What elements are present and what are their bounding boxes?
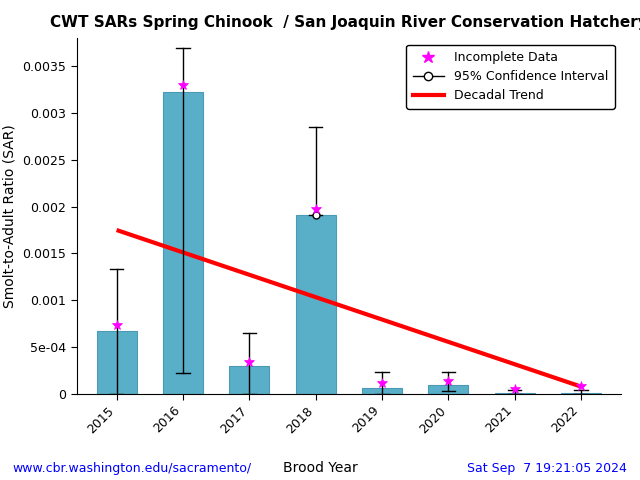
- Text: Sat Sep  7 19:21:05 2024: Sat Sep 7 19:21:05 2024: [467, 462, 627, 475]
- Bar: [296, 215, 335, 394]
- Legend: Incomplete Data, 95% Confidence Interval, Decadal Trend: Incomplete Data, 95% Confidence Interval…: [406, 45, 614, 108]
- Bar: [163, 92, 203, 394]
- Text: www.cbr.washington.edu/sacramento/: www.cbr.washington.edu/sacramento/: [13, 462, 252, 475]
- Bar: [428, 385, 468, 394]
- Y-axis label: Smolt-to-Adult Ratio (SAR): Smolt-to-Adult Ratio (SAR): [3, 124, 17, 308]
- Bar: [229, 366, 269, 394]
- Bar: [362, 388, 402, 394]
- Text: Brood Year: Brood Year: [283, 461, 357, 475]
- Title: CWT SARs Spring Chinook  / San Joaquin River Conservation Hatchery: CWT SARs Spring Chinook / San Joaquin Ri…: [50, 15, 640, 30]
- Bar: [97, 331, 136, 394]
